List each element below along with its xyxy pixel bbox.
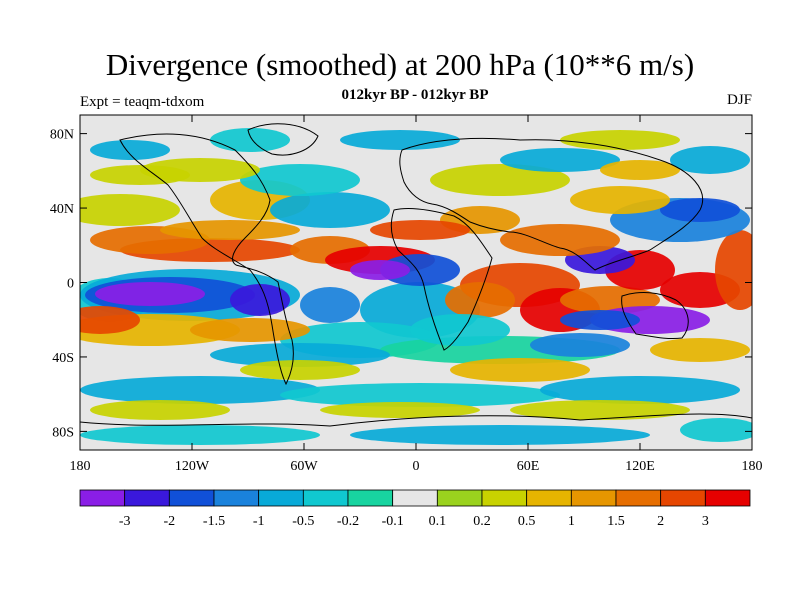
- colorbar-swatch: [258, 489, 304, 507]
- contour-patch: [210, 343, 390, 367]
- contour-patch: [90, 165, 190, 185]
- contour-patch: [600, 160, 680, 180]
- contour-patch: [90, 400, 230, 420]
- colorbar-label: 2: [657, 514, 664, 529]
- lon-tick-label: 120W: [175, 459, 210, 474]
- lat-tick-label: 40S: [52, 351, 74, 366]
- contour-patch: [500, 148, 620, 172]
- colorbar-swatch: [660, 489, 706, 507]
- colorbar-swatch: [213, 489, 260, 507]
- greenland-coast: [247, 123, 319, 156]
- map-axes: 80N 40N 0 40S 80S 180 120W 60W 0 60E 120E 180: [50, 115, 763, 474]
- australia-coast: [621, 292, 689, 339]
- americas-coast: [119, 133, 294, 386]
- colorbar-swatch: [124, 489, 170, 507]
- contour-patch: [210, 128, 290, 152]
- contour-patch: [430, 164, 570, 196]
- colorbar-label: 3: [702, 514, 709, 529]
- lon-tick-label: 60E: [517, 459, 540, 474]
- colorbar-label: -1: [253, 514, 265, 529]
- contour-patch: [340, 130, 460, 150]
- contour-patch: [380, 254, 460, 286]
- colorbar-swatch: [79, 489, 126, 507]
- contour-patch: [350, 425, 650, 445]
- contour-patch: [570, 186, 670, 214]
- divergence-contours: [80, 128, 752, 445]
- chart-title: Divergence (smoothed) at 200 hPa (10**6 …: [105, 47, 695, 82]
- colorbar-label: 1: [568, 514, 575, 529]
- contour-patch: [450, 358, 590, 382]
- colorbar-swatch: [436, 489, 483, 507]
- colorbar-swatch: [168, 489, 215, 507]
- lon-tick-label: 180: [70, 459, 91, 474]
- colorbar-label: -3: [119, 514, 131, 529]
- contour-patch: [650, 338, 750, 362]
- contour-patch: [230, 284, 290, 316]
- colorbar-label: -0.2: [337, 514, 359, 529]
- antarctica-coast: [80, 413, 752, 427]
- colorbar-label: 0.1: [429, 514, 447, 529]
- colorbar-swatch: [302, 489, 349, 507]
- colorbar-label: 1.5: [607, 514, 625, 529]
- contour-patch: [410, 314, 510, 346]
- contour-patch: [320, 402, 480, 418]
- contour-patch: [190, 318, 310, 342]
- contour-patch: [530, 333, 630, 357]
- contour-patch: [80, 306, 140, 334]
- contour-patch: [80, 376, 320, 404]
- contour-patch: [280, 383, 560, 407]
- contour-patch: [350, 260, 410, 280]
- contour-patch: [670, 146, 750, 174]
- contour-patch: [240, 164, 360, 196]
- colorbar-swatch: [481, 489, 528, 507]
- colorbar-label: -2: [163, 514, 175, 529]
- colorbar-label: 0.5: [518, 514, 536, 529]
- contour-patch: [510, 400, 690, 420]
- contour-patch: [160, 220, 300, 240]
- lat-tick-label: 40N: [50, 202, 74, 217]
- experiment-label: Expt = teaqm-tdxom: [80, 94, 205, 110]
- colorbar-label: -0.1: [382, 514, 404, 529]
- lon-tick-label: 0: [413, 459, 420, 474]
- lon-tick-label: 120E: [625, 459, 655, 474]
- colorbar-label: -1.5: [203, 514, 225, 529]
- lat-tick-label: 0: [67, 277, 74, 292]
- coastlines: [80, 123, 752, 427]
- contour-patch: [270, 192, 390, 228]
- contour-patch: [370, 220, 470, 240]
- contour-patch: [680, 418, 752, 442]
- contour-patch: [445, 282, 515, 318]
- contour-patch: [540, 376, 740, 404]
- colorbar: -3 -2 -1.5 -1 -0.5 -0.2 -0.1 0.1 0.2 0.5 1 1.5 2 3: [79, 489, 751, 529]
- colorbar-label: 0.2: [473, 514, 491, 529]
- chart-subtitle: 012kyr BP - 012kyr BP: [341, 87, 489, 103]
- colorbar-swatch: [704, 489, 751, 507]
- contour-patch: [80, 194, 180, 226]
- season-label: DJF: [726, 92, 752, 108]
- contour-patch: [560, 310, 640, 330]
- colorbar-swatch: [526, 489, 572, 507]
- colorbar-label: -0.5: [292, 514, 314, 529]
- lat-tick-label: 80N: [50, 128, 74, 143]
- contour-patch: [90, 140, 170, 160]
- lat-tick-label: 80S: [52, 425, 74, 440]
- contour-patch: [300, 287, 360, 323]
- contour-patch: [95, 282, 205, 306]
- lon-tick-label: 60W: [290, 459, 318, 474]
- contour-patch: [715, 230, 752, 310]
- colorbar-swatch: [347, 489, 394, 507]
- contour-patch: [80, 425, 320, 445]
- contour-patch: [500, 224, 620, 256]
- africa-coast: [390, 207, 493, 351]
- lon-tick-label: 180: [742, 459, 763, 474]
- colorbar-swatch: [615, 489, 662, 507]
- colorbar-swatch: [392, 489, 438, 507]
- contour-patch: [240, 360, 360, 380]
- contour-patch: [560, 130, 680, 150]
- map-field: [80, 115, 752, 450]
- eurasia-coast: [399, 137, 704, 271]
- colorbar-swatch: [570, 489, 617, 507]
